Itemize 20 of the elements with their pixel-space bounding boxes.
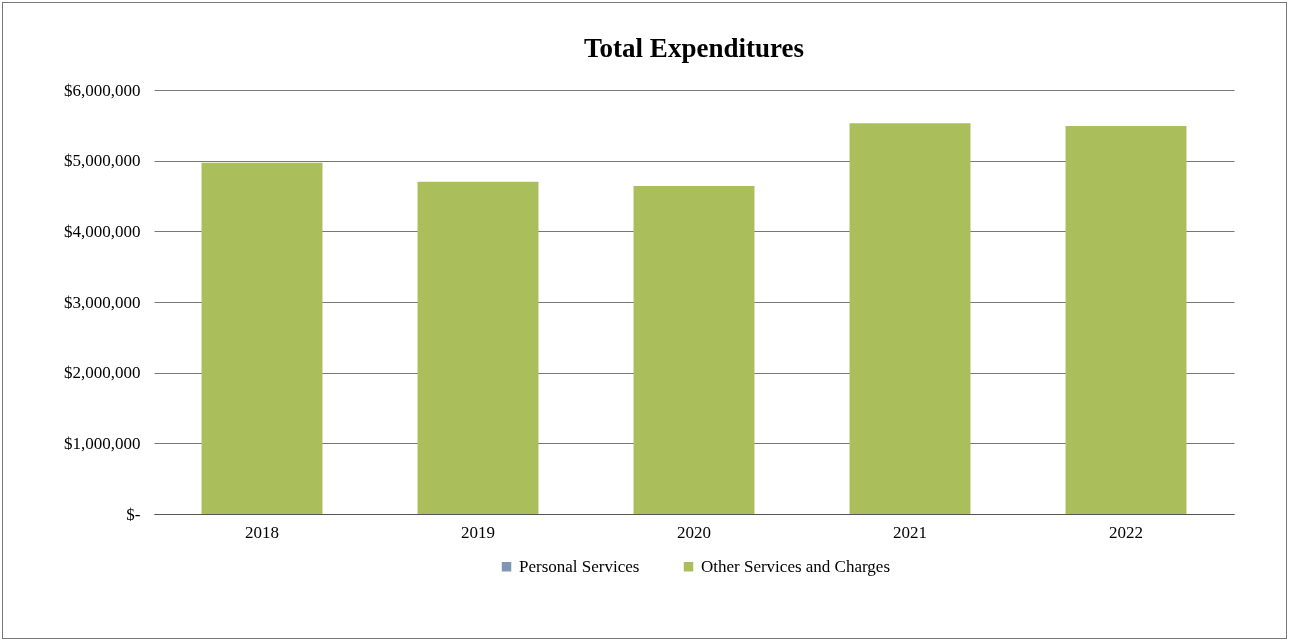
x-tick-label: 2019 — [461, 522, 495, 542]
chart-title: Total Expenditures — [584, 33, 804, 63]
y-tick-label: $- — [126, 504, 141, 524]
bar — [849, 123, 971, 514]
legend-label: Personal Services — [519, 556, 640, 576]
y-tick-label: $5,000,000 — [64, 151, 141, 171]
x-tick-label: 2022 — [1109, 522, 1143, 542]
y-tick-label: $1,000,000 — [64, 433, 141, 453]
x-tick-label: 2021 — [893, 522, 927, 542]
bar — [1065, 126, 1187, 514]
bar — [201, 162, 323, 514]
y-tick-label: $4,000,000 — [64, 221, 141, 241]
y-tick-label: $6,000,000 — [64, 80, 141, 100]
y-tick-label: $2,000,000 — [64, 363, 141, 383]
legend-label: Other Services and Charges — [701, 556, 890, 576]
bar — [633, 186, 755, 514]
bar — [417, 181, 539, 514]
y-tick-label: $3,000,000 — [64, 292, 141, 312]
x-tick-label: 2020 — [677, 522, 711, 542]
x-tick-label: 2018 — [245, 522, 279, 542]
